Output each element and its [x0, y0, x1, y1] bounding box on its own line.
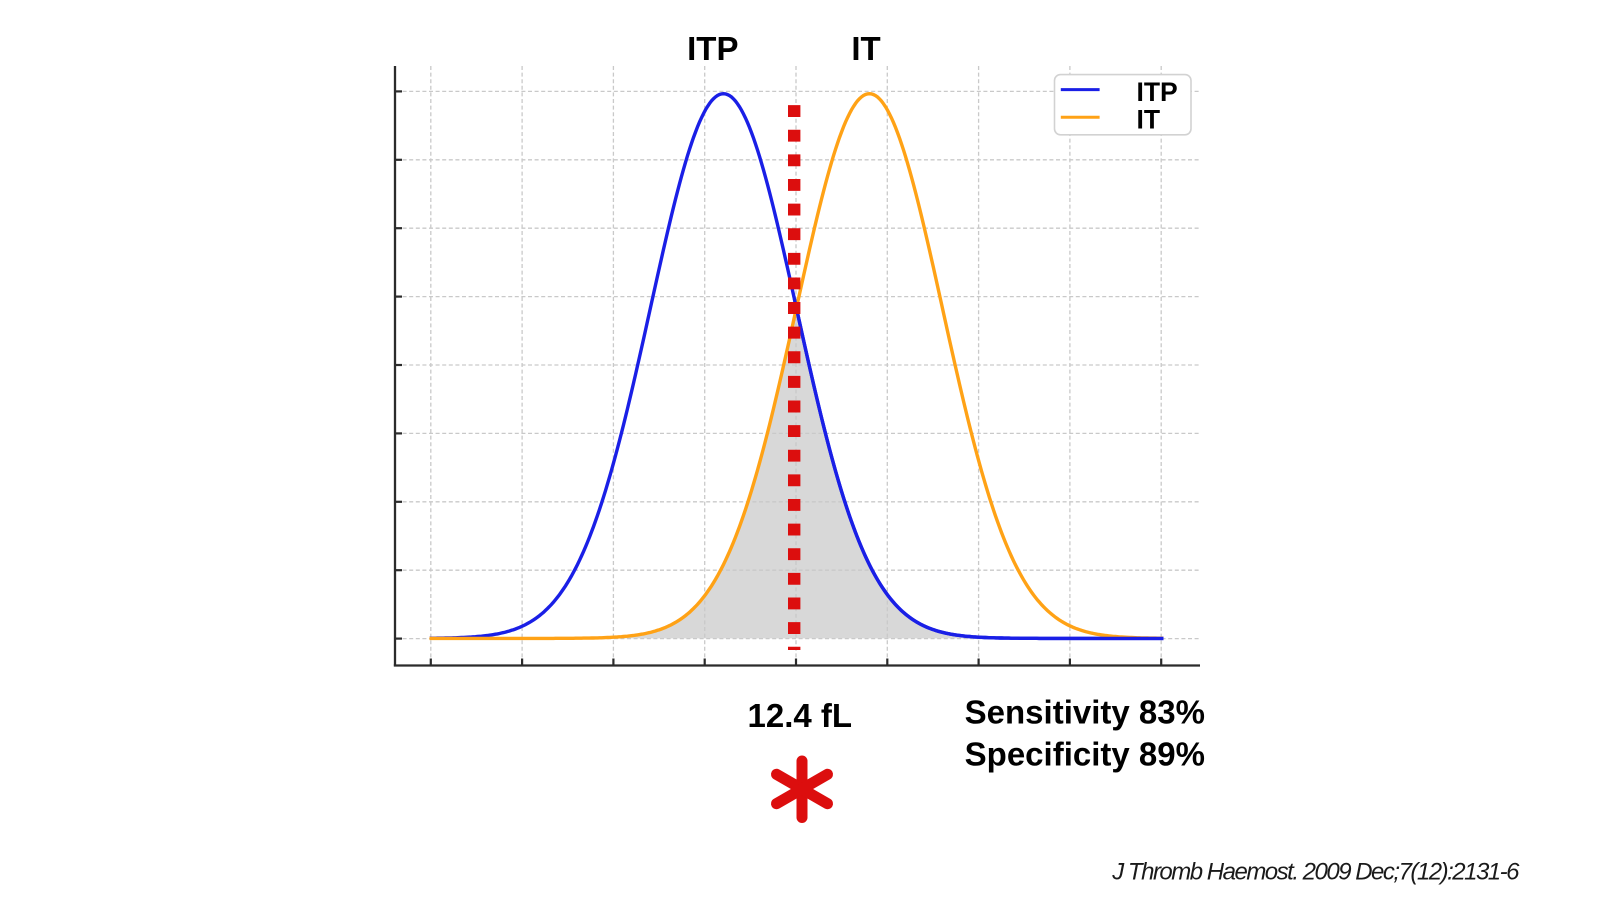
- svg-text:Specificity 89%: Specificity 89%: [965, 736, 1205, 773]
- svg-text:IT: IT: [1137, 105, 1161, 135]
- svg-text:J Thromb Haemost. 2009 Dec;7(1: J Thromb Haemost. 2009 Dec;7(12):2131-6: [1111, 859, 1520, 886]
- svg-text:12.4 fL: 12.4 fL: [748, 697, 853, 734]
- svg-text:IT: IT: [851, 30, 880, 67]
- svg-text:ITP: ITP: [1137, 77, 1178, 107]
- svg-text:ITP: ITP: [687, 30, 738, 67]
- svg-text:Sensitivity 83%: Sensitivity 83%: [965, 693, 1205, 730]
